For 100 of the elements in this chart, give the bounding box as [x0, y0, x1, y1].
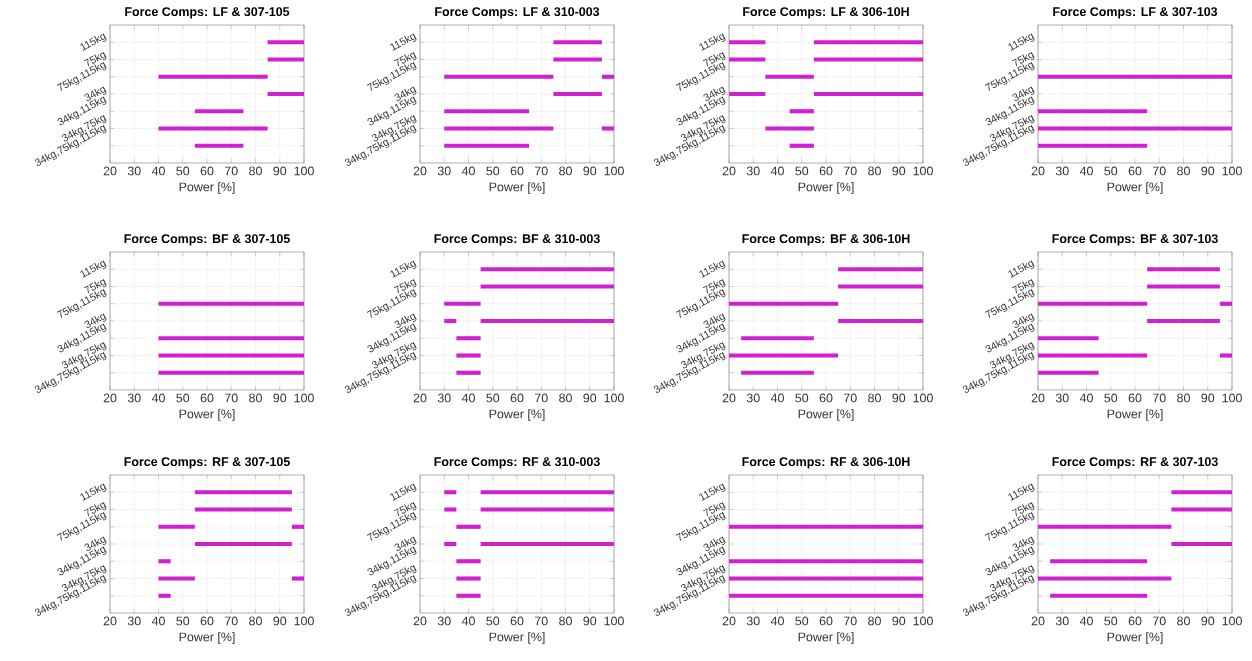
bar — [741, 370, 814, 375]
x-tick-label: 60 — [1128, 616, 1142, 626]
bar — [1147, 267, 1220, 272]
bar — [1038, 301, 1148, 306]
x-tick-label: 40 — [1079, 616, 1093, 626]
bar — [729, 353, 839, 358]
x-tick-label: 80 — [1177, 393, 1190, 403]
bar — [789, 143, 814, 148]
bar — [553, 40, 602, 45]
x-tick-label: 70 — [534, 393, 548, 403]
bar — [480, 318, 615, 324]
bar — [194, 109, 244, 114]
x-tick-label: 30 — [746, 393, 760, 403]
x-tick-label: 40 — [770, 166, 784, 176]
x-tick-label: 70 — [224, 616, 238, 626]
x-tick-label: 20 — [413, 166, 427, 176]
x-axis-title: Power [%] — [798, 409, 854, 421]
x-axis-title: Power [%] — [489, 409, 545, 421]
x-axis-title: Power [%] — [179, 409, 235, 421]
bar — [1038, 336, 1099, 341]
x-tick-label: 40 — [461, 393, 475, 403]
x-tick-label: 90 — [583, 393, 597, 403]
bar — [158, 593, 171, 598]
x-tick-label: 30 — [437, 166, 451, 176]
bar — [456, 576, 481, 581]
bar — [456, 336, 481, 341]
x-tick-label: 70 — [843, 393, 857, 403]
x-tick-label: 90 — [273, 393, 287, 403]
x-tick-label: 60 — [200, 616, 214, 626]
bar — [267, 91, 304, 97]
bar — [444, 301, 481, 306]
bar — [444, 126, 554, 131]
bar — [158, 524, 195, 529]
x-tick-label: 100 — [294, 166, 314, 176]
bar — [1171, 507, 1233, 512]
x-tick-label: 70 — [843, 166, 857, 176]
x-tick-label: 60 — [510, 393, 524, 403]
x-tick-label: 50 — [176, 393, 190, 403]
x-tick-label: 60 — [510, 616, 524, 626]
x-tick-label: 20 — [1031, 166, 1045, 176]
bar — [765, 74, 814, 79]
x-tick-label: 30 — [1055, 166, 1069, 176]
x-tick-label: 30 — [437, 393, 451, 403]
bar — [1147, 318, 1220, 324]
x-axis-title: Power [%] — [179, 182, 235, 194]
bar — [741, 336, 814, 341]
x-tick-label: 50 — [176, 616, 190, 626]
bar — [765, 126, 814, 131]
x-tick-label: 80 — [559, 166, 572, 176]
bar — [553, 91, 602, 97]
x-tick-label: 70 — [1152, 166, 1166, 176]
x-tick-label: 90 — [273, 166, 287, 176]
bar — [1219, 301, 1233, 306]
x-tick-label: 60 — [819, 393, 833, 403]
bar — [1038, 353, 1148, 358]
x-tick-label: 60 — [200, 393, 214, 403]
x-tick-label: 90 — [892, 616, 906, 626]
x-axis-title: Power [%] — [798, 182, 854, 194]
x-tick-label: 20 — [103, 166, 117, 176]
chart-title: Force Comps: LF & 310-003 — [435, 7, 600, 19]
x-tick-label: 40 — [770, 616, 784, 626]
x-tick-label: 40 — [151, 616, 165, 626]
x-tick-label: 20 — [722, 616, 736, 626]
x-tick-label: 40 — [151, 393, 165, 403]
bar — [456, 559, 481, 564]
x-tick-label: 100 — [604, 166, 624, 176]
x-tick-label: 20 — [413, 616, 427, 626]
x-tick-label: 50 — [1104, 393, 1118, 403]
x-tick-label: 90 — [583, 166, 597, 176]
bar — [789, 109, 814, 114]
x-tick-label: 80 — [868, 166, 881, 176]
x-tick-label: 20 — [413, 393, 427, 403]
x-tick-label: 50 — [795, 166, 809, 176]
x-tick-label: 100 — [1222, 166, 1242, 176]
bar — [158, 126, 268, 131]
bar — [444, 143, 530, 148]
bar — [601, 74, 615, 79]
bar — [729, 301, 839, 306]
x-axis-title: Power [%] — [798, 632, 854, 644]
x-axis-title: Power [%] — [1107, 182, 1163, 194]
x-tick-label: 80 — [868, 393, 881, 403]
x-tick-label: 20 — [103, 393, 117, 403]
x-tick-label: 50 — [1104, 616, 1118, 626]
bar — [267, 57, 304, 62]
bar — [1038, 576, 1172, 581]
x-tick-label: 70 — [1152, 616, 1166, 626]
bar — [456, 593, 481, 598]
x-tick-label: 30 — [1055, 616, 1069, 626]
x-tick-label: 90 — [273, 616, 287, 626]
chart-title: Force Comps: BF & 307-103 — [1052, 234, 1218, 246]
x-tick-label: 30 — [1055, 393, 1069, 403]
bar — [813, 57, 924, 62]
x-tick-label: 50 — [486, 393, 500, 403]
x-tick-label: 70 — [224, 166, 238, 176]
chart-title: Force Comps: LF & 307-105 — [125, 7, 290, 19]
x-tick-label: 20 — [722, 393, 736, 403]
bar — [1171, 541, 1233, 547]
x-tick-label: 70 — [843, 616, 857, 626]
x-tick-label: 90 — [892, 393, 906, 403]
bar — [444, 318, 457, 324]
